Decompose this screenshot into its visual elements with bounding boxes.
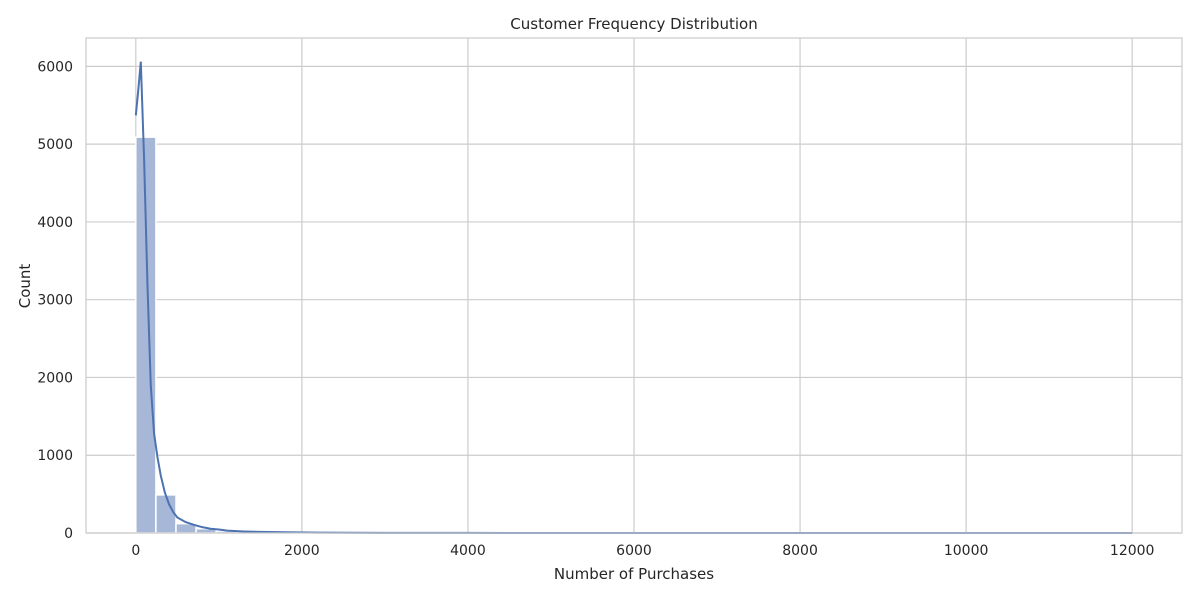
y-tick-label: 6000: [37, 59, 73, 75]
y-tick-label: 3000: [37, 293, 73, 309]
x-tick-label: 2000: [284, 543, 320, 559]
x-tick-label: 8000: [782, 543, 818, 559]
y-tick-label: 4000: [37, 215, 73, 231]
y-tick-labels: 0 1000 2000 3000 4000 5000 6000: [37, 59, 73, 542]
plot-frame: [85, 37, 1183, 534]
x-axis-title: Number of Purchases: [554, 565, 714, 583]
x-tick-labels: 0 2000 4000 6000 8000 10000 12000: [131, 543, 1154, 559]
y-axis-title: Count: [16, 264, 34, 309]
x-tick-label: 6000: [616, 543, 652, 559]
x-tick-label: 0: [131, 543, 140, 559]
y-tick-label: 5000: [37, 137, 73, 153]
x-tick-label: 4000: [450, 543, 486, 559]
chart-title: Customer Frequency Distribution: [510, 15, 757, 33]
y-tick-label: 1000: [37, 448, 73, 464]
y-tick-label: 0: [64, 526, 73, 542]
x-tick-label: 10000: [944, 543, 989, 559]
x-tick-label: 12000: [1110, 543, 1155, 559]
histogram-bar: [155, 494, 177, 534]
y-tick-label: 2000: [37, 370, 73, 386]
